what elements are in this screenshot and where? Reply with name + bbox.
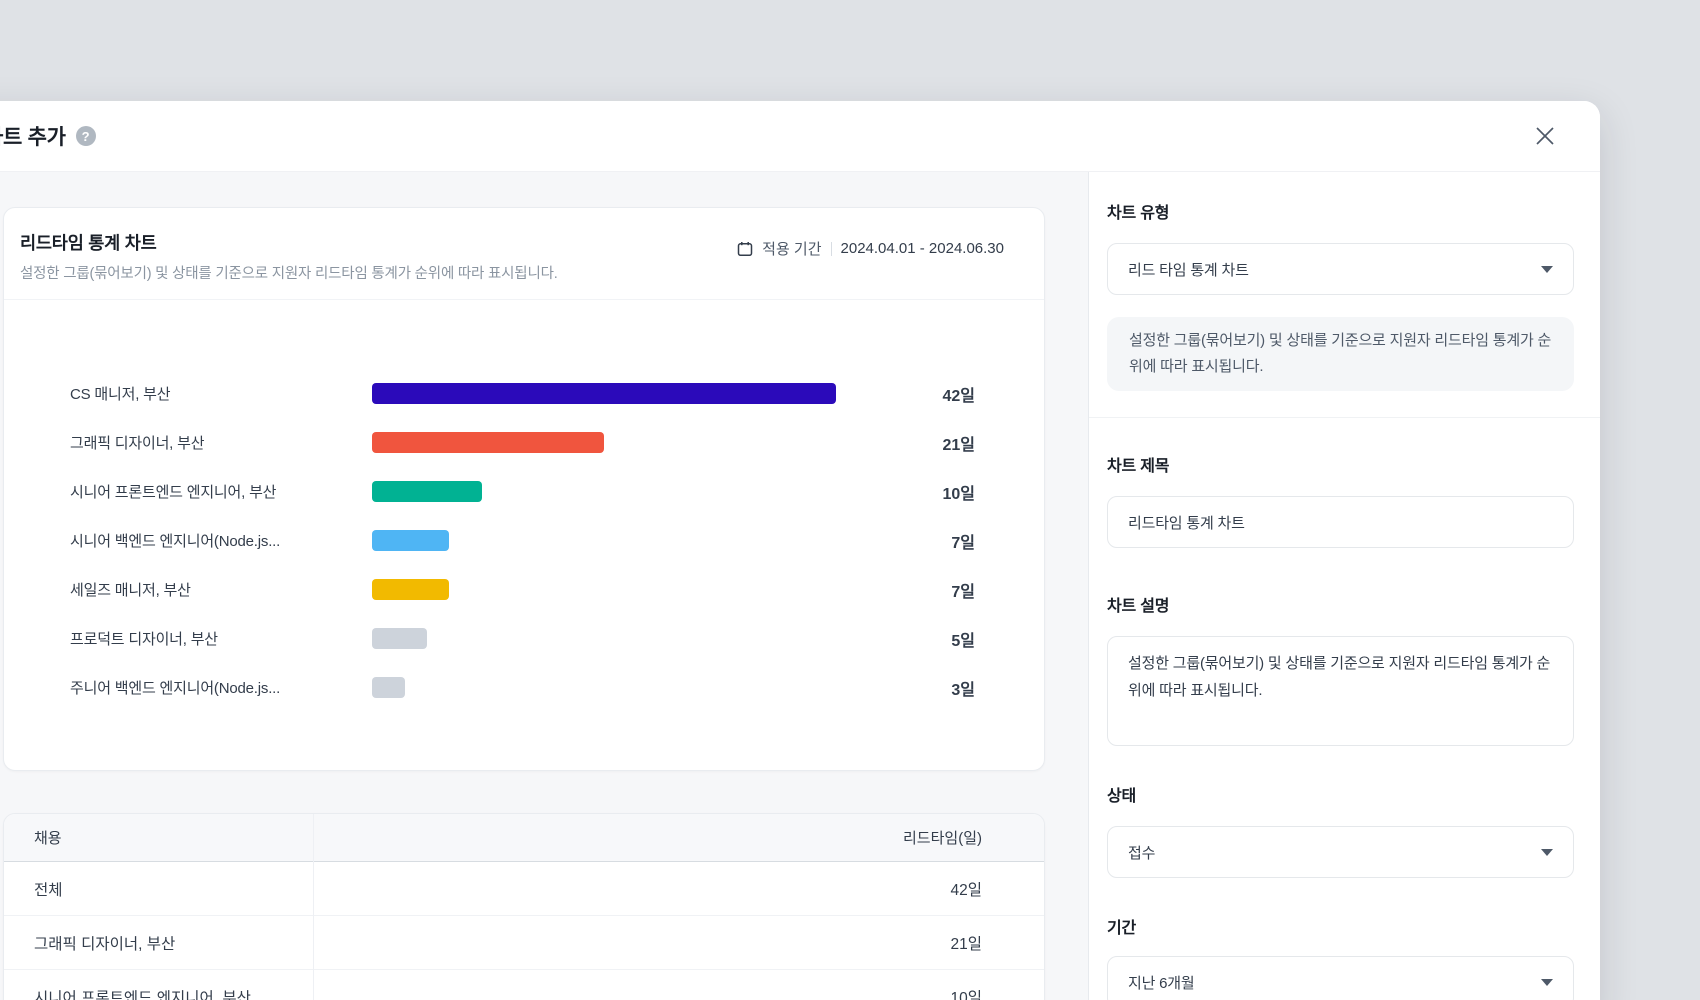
close-button[interactable] bbox=[1530, 121, 1560, 151]
chart-title-input[interactable]: 리드타임 통계 차트 bbox=[1107, 496, 1574, 548]
status-label: 상태 bbox=[1107, 788, 1137, 805]
period-label-form: 기간 bbox=[1107, 920, 1137, 937]
add-chart-modal: 차트 추가 ? 리드타임 통계 차트 설정한 그룹(묶어보기) 및 상태를 기준… bbox=[0, 101, 1600, 1000]
help-icon[interactable]: ? bbox=[75, 126, 96, 146]
bar-zone bbox=[372, 677, 862, 698]
period-separator bbox=[830, 241, 832, 256]
chart-row-label: 시니어 프론트엔드 엔지니어, 부산 bbox=[70, 484, 277, 501]
chart-row-value: 21일 bbox=[942, 436, 975, 454]
modal-header: 차트 추가 ? bbox=[0, 101, 1600, 172]
bar-zone bbox=[372, 383, 862, 404]
chart-row-label: CS 매니저, 부산 bbox=[70, 386, 171, 403]
section-divider bbox=[1089, 417, 1600, 418]
chart-title-input-value: 리드타임 통계 차트 bbox=[1128, 514, 1245, 532]
period-select[interactable]: 지난 6개월 bbox=[1107, 956, 1574, 1000]
chart-row-label: 그래픽 디자이너, 부산 bbox=[70, 435, 205, 452]
chevron-down-icon bbox=[1541, 848, 1553, 856]
table-row: 전체 42일 bbox=[4, 862, 1044, 916]
chart-row-value: 5일 bbox=[951, 632, 975, 650]
chevron-down-icon bbox=[1541, 978, 1553, 986]
chart-card-header: 리드타임 통계 차트 설정한 그룹(묶어보기) 및 상태를 기준으로 지원자 리… bbox=[4, 208, 1044, 300]
table-row: 그래픽 디자이너, 부산 21일 bbox=[4, 916, 1044, 970]
bar-chart: CS 매니저, 부산 42일 그래픽 디자이너, 부산 21일 시니어 프론트엔… bbox=[4, 300, 1044, 712]
leadtime-table-card: 채용 리드타임(일) 전체 42일 그래픽 디자이너, 부산 21일 시니어 프… bbox=[3, 813, 1045, 1000]
status-select[interactable]: 접수 bbox=[1107, 826, 1574, 878]
chart-row: 주니어 백엔드 엔지니어(Node.js... 3일 bbox=[70, 663, 975, 712]
chart-row: 그래픽 디자이너, 부산 21일 bbox=[70, 418, 975, 467]
period-value: 2024.04.01 - 2024.06.30 bbox=[840, 240, 1004, 257]
bar bbox=[372, 530, 449, 551]
bar bbox=[372, 628, 427, 649]
bar-zone bbox=[372, 628, 862, 649]
close-icon bbox=[1536, 127, 1554, 145]
chart-row-value: 3일 bbox=[951, 681, 975, 699]
modal-title: 차트 추가 bbox=[0, 126, 66, 149]
bar bbox=[372, 432, 604, 453]
chart-row-label: 프로덕트 디자이너, 부산 bbox=[70, 631, 218, 648]
bar-zone bbox=[372, 432, 862, 453]
chart-preview-card: 리드타임 통계 차트 설정한 그룹(묶어보기) 및 상태를 기준으로 지원자 리… bbox=[3, 207, 1045, 771]
status-value: 접수 bbox=[1128, 844, 1156, 862]
table-header-row: 채용 리드타임(일) bbox=[4, 814, 1044, 862]
bar bbox=[372, 481, 482, 502]
applied-period: 적용 기간 2024.04.01 - 2024.06.30 bbox=[737, 238, 1004, 259]
table-header-recruitment: 채용 bbox=[34, 830, 62, 847]
table-column-divider bbox=[313, 814, 314, 1000]
bar bbox=[372, 383, 836, 404]
table-cell-label: 시니어 프론트엔드 엔지니어, 부산 bbox=[34, 989, 251, 1000]
modal-body: 리드타임 통계 차트 설정한 그룹(묶어보기) 및 상태를 기준으로 지원자 리… bbox=[0, 172, 1600, 1000]
chart-preview-pane: 리드타임 통계 차트 설정한 그룹(묶어보기) 및 상태를 기준으로 지원자 리… bbox=[0, 172, 1089, 1000]
chart-description-label: 차트 설명 bbox=[1107, 598, 1170, 615]
chart-title-label: 차트 제목 bbox=[1107, 458, 1170, 475]
chart-row: CS 매니저, 부산 42일 bbox=[70, 369, 975, 418]
calendar-icon bbox=[737, 241, 753, 256]
chart-title-text: 리드타임 통계 차트 bbox=[20, 233, 157, 253]
bar bbox=[372, 579, 449, 600]
chart-row: 세일즈 매니저, 부산 7일 bbox=[70, 565, 975, 614]
table-row: 시니어 프론트엔드 엔지니어, 부산 10일 bbox=[4, 970, 1044, 1000]
chart-card-heading: 리드타임 통계 차트 설정한 그룹(묶어보기) 및 상태를 기준으로 지원자 리… bbox=[20, 230, 558, 283]
chart-type-select[interactable]: 리드 타임 통계 차트 bbox=[1107, 243, 1574, 295]
table-cell-label: 전체 bbox=[34, 881, 63, 899]
bar-zone bbox=[372, 530, 862, 551]
bar bbox=[372, 677, 405, 698]
chart-row: 시니어 백엔드 엔지니어(Node.js... 7일 bbox=[70, 516, 975, 565]
chart-row-label: 주니어 백엔드 엔지니어(Node.js... bbox=[70, 680, 281, 697]
table-cell-value: 21일 bbox=[950, 935, 982, 953]
table-body: 전체 42일 그래픽 디자이너, 부산 21일 시니어 프론트엔드 엔지니어, … bbox=[4, 862, 1044, 1000]
period-label: 적용 기간 bbox=[762, 241, 822, 258]
chart-type-description: 설정한 그룹(묶어보기) 및 상태를 기준으로 지원자 리드타임 통계가 순위에… bbox=[1107, 317, 1574, 391]
table-cell-value: 10일 bbox=[950, 989, 982, 1000]
chart-row-label: 세일즈 매니저, 부산 bbox=[70, 582, 191, 599]
chart-settings-pane: 차트 유형 리드 타임 통계 차트 설정한 그룹(묶어보기) 및 상태를 기준으… bbox=[1089, 172, 1600, 1000]
chart-row-value: 42일 bbox=[942, 387, 975, 405]
chart-row-value: 7일 bbox=[951, 534, 975, 552]
chart-row-value: 7일 bbox=[951, 583, 975, 601]
chart-row: 프로덕트 디자이너, 부산 5일 bbox=[70, 614, 975, 663]
period-select-value: 지난 6개월 bbox=[1128, 974, 1195, 992]
bar-zone bbox=[372, 579, 862, 600]
table-header-leadtime: 리드타임(일) bbox=[903, 830, 982, 847]
chart-row-value: 10일 bbox=[942, 485, 975, 503]
chevron-down-icon bbox=[1541, 265, 1553, 273]
chart-row-label: 시니어 백엔드 엔지니어(Node.js... bbox=[70, 533, 281, 550]
chart-row: 시니어 프론트엔드 엔지니어, 부산 10일 bbox=[70, 467, 975, 516]
chart-type-label: 차트 유형 bbox=[1107, 205, 1170, 222]
bar-zone bbox=[372, 481, 862, 502]
chart-subtitle-text: 설정한 그룹(묶어보기) 및 상태를 기준으로 지원자 리드타임 통계가 순위에… bbox=[20, 266, 558, 282]
chart-description-textarea[interactable]: 설정한 그룹(묶어보기) 및 상태를 기준으로 지원자 리드타임 통계가 순위에… bbox=[1107, 636, 1574, 746]
chart-type-value: 리드 타임 통계 차트 bbox=[1128, 261, 1249, 279]
table-cell-label: 그래픽 디자이너, 부산 bbox=[34, 935, 176, 953]
table-cell-value: 42일 bbox=[950, 881, 982, 899]
